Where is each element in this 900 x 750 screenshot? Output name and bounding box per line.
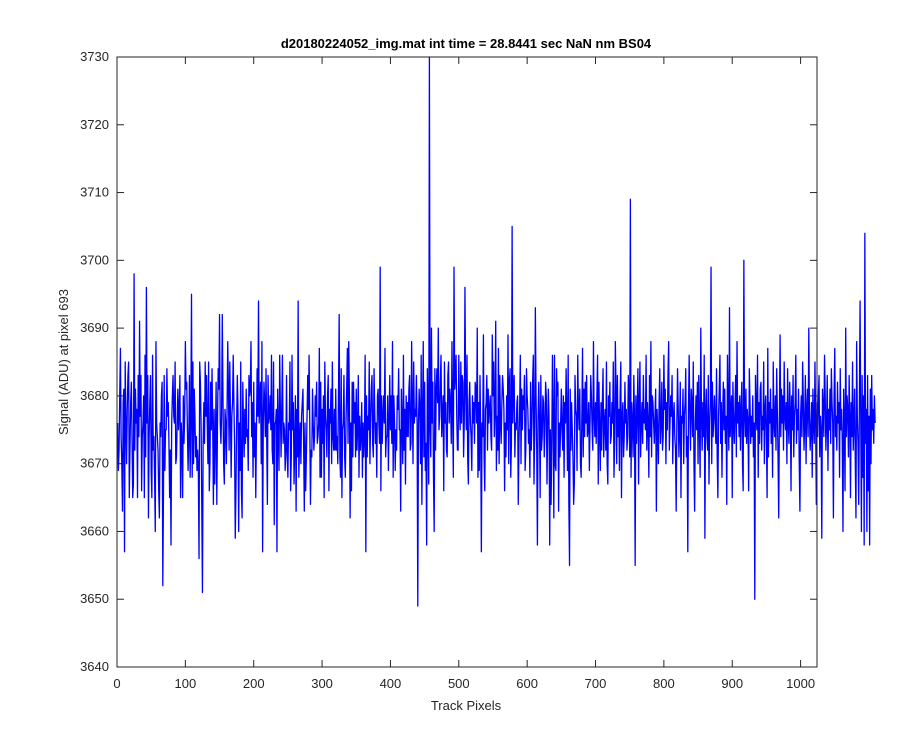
x-tick-label: 300	[311, 676, 333, 691]
y-tick-label: 3660	[80, 523, 109, 538]
y-tick-label: 3720	[80, 117, 109, 132]
y-tick-label: 3670	[80, 456, 109, 471]
y-tick-label: 3650	[80, 591, 109, 606]
series-line	[117, 56, 876, 607]
y-tick-label: 3730	[80, 49, 109, 64]
x-tick-label: 1000	[786, 676, 815, 691]
y-axis: 3640 3650 3660 3670 3680 3690 3700 3710 3720 3730	[80, 49, 817, 674]
y-tick-label: 3710	[80, 185, 109, 200]
series-layer	[117, 56, 876, 607]
y-tick-label: 3700	[80, 252, 109, 267]
x-tick-label: 700	[585, 676, 607, 691]
x-tick-label: 200	[243, 676, 265, 691]
x-axis: 0 100 200 300 400 500 600 700 800 900 1000	[113, 57, 815, 691]
x-axis-label: Track Pixels	[431, 698, 502, 713]
x-tick-label: 500	[448, 676, 470, 691]
x-tick-label: 100	[175, 676, 197, 691]
x-tick-label: 400	[380, 676, 402, 691]
y-tick-label: 3640	[80, 659, 109, 674]
x-tick-label: 900	[721, 676, 743, 691]
y-tick-label: 3680	[80, 388, 109, 403]
y-tick-label: 3690	[80, 320, 109, 335]
axes-box	[116, 56, 818, 668]
y-axis-label: Signal (ADU) at pixel 693	[56, 289, 71, 435]
chart-title: d20180224052_img.mat int time = 28.8441 …	[281, 36, 652, 51]
x-tick-label: 0	[113, 676, 120, 691]
x-tick-label: 600	[516, 676, 538, 691]
x-tick-label: 800	[653, 676, 675, 691]
